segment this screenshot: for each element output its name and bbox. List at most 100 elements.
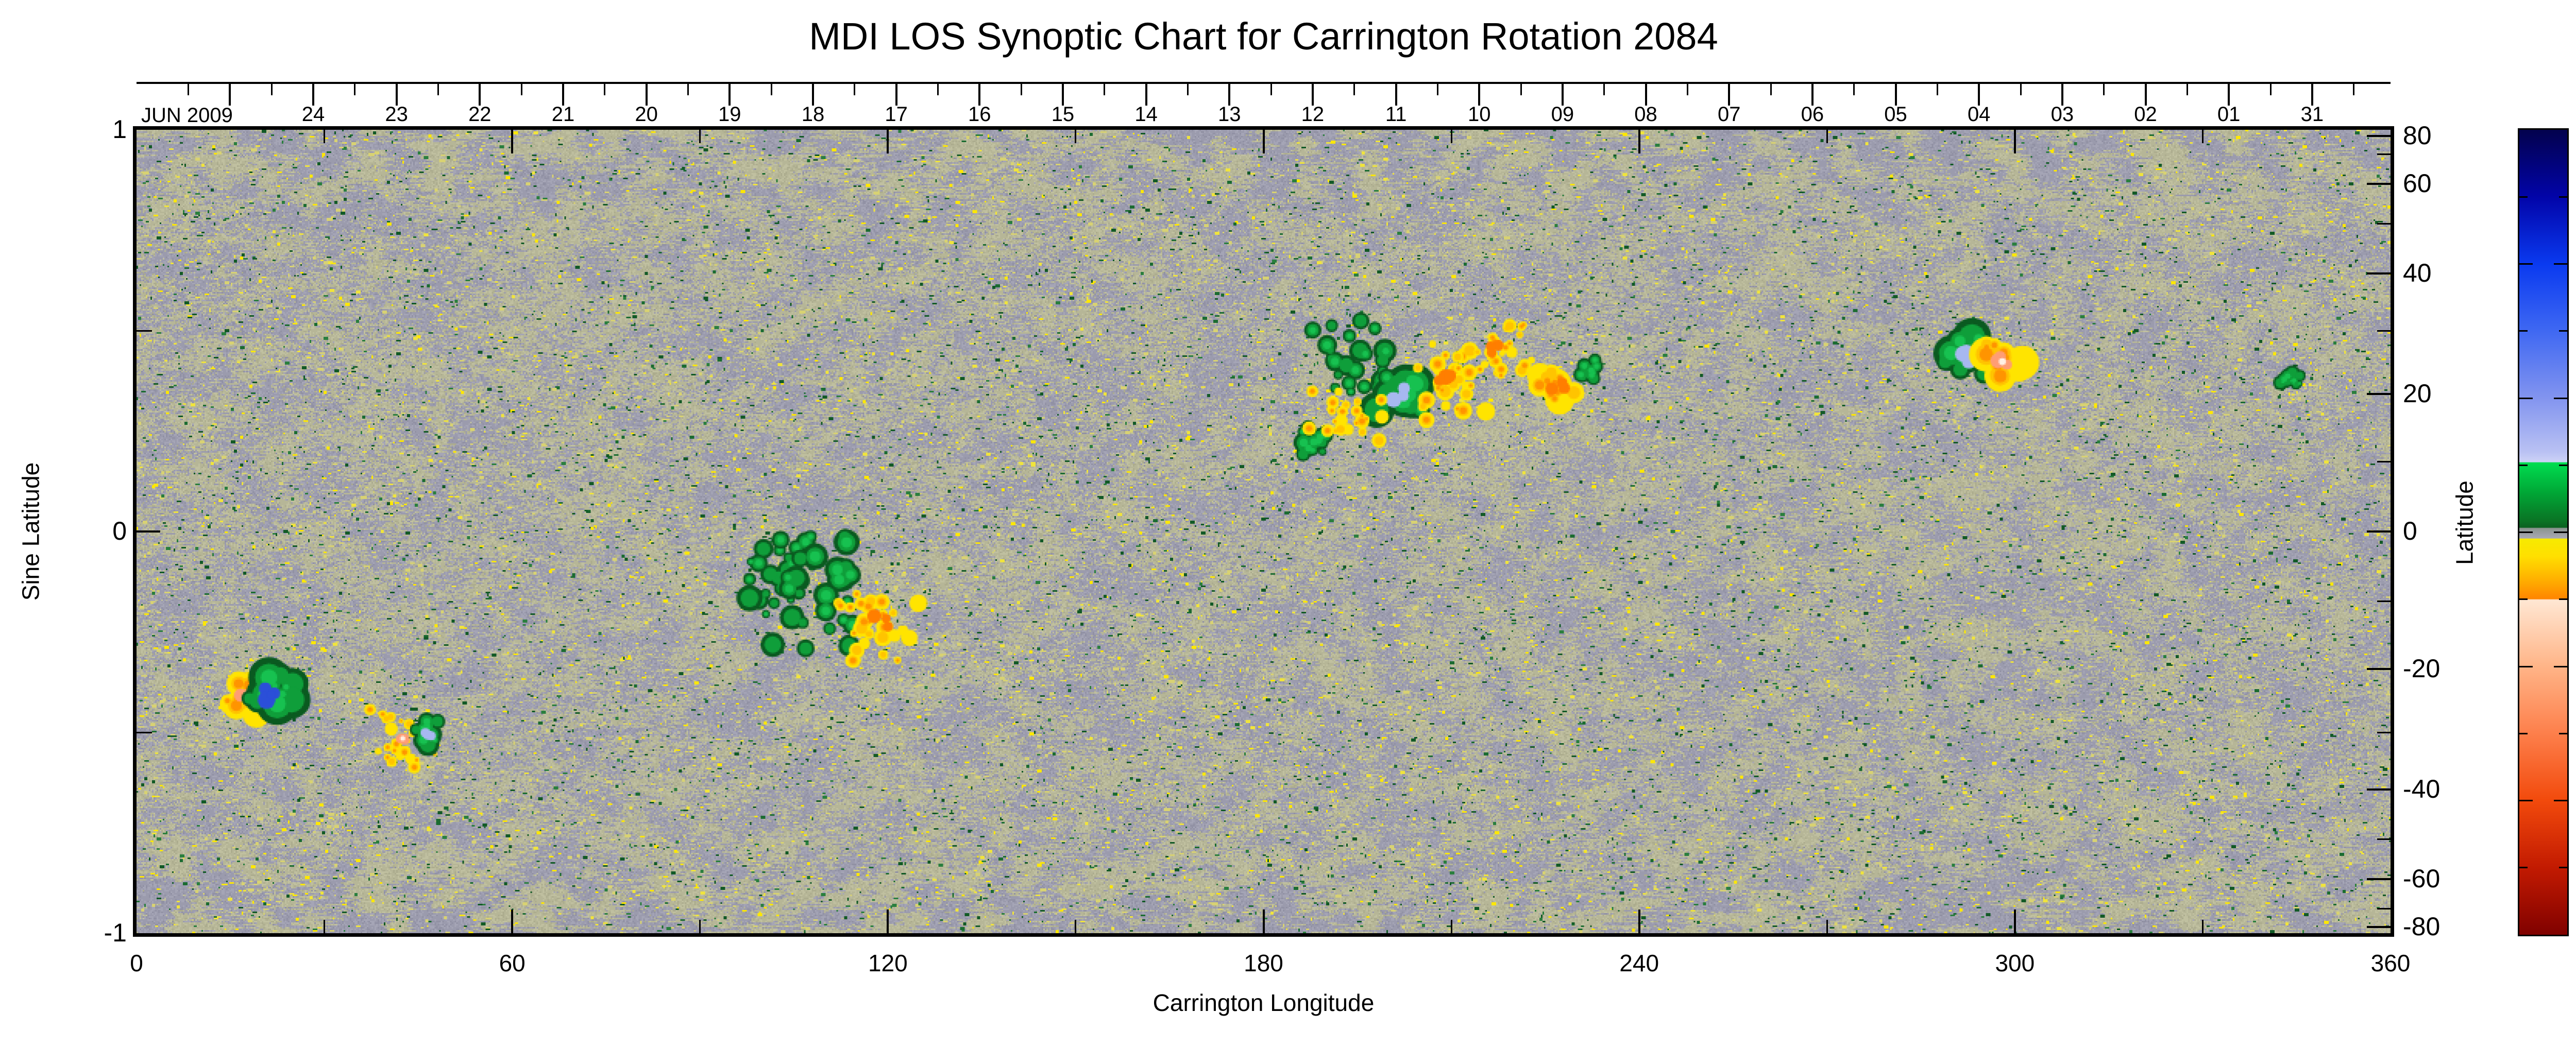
lon-tick-top — [2201, 130, 2204, 143]
lat-label: 60 — [2403, 168, 2432, 198]
colorbar-tick — [2519, 732, 2528, 734]
colorbar-tick — [2559, 330, 2567, 332]
lat-label: 40 — [2403, 258, 2432, 287]
date-tick-major — [1395, 84, 1397, 106]
colorbar-tick — [2519, 397, 2533, 399]
colorbar-tick — [2519, 196, 2528, 198]
lon-label: 180 — [1244, 950, 1283, 976]
date-tick-minor — [1436, 84, 1438, 95]
date-tick-major — [978, 84, 981, 106]
colorbar-tick — [2554, 665, 2567, 667]
colorbar-tick — [2554, 263, 2567, 265]
lon-tick-bottom — [1262, 909, 1265, 933]
date-tick-minor — [1520, 84, 1522, 95]
lat-tick — [2367, 788, 2391, 791]
lon-label: 120 — [868, 950, 908, 976]
date-label: 17 — [885, 103, 908, 126]
date-tick-minor — [1270, 84, 1272, 95]
date-label: 08 — [1634, 103, 1657, 126]
lon-tick-top — [511, 130, 514, 153]
lat-label: -80 — [2403, 912, 2441, 941]
colorbar-tick — [2519, 598, 2528, 600]
colorbar-tick — [2519, 867, 2528, 869]
colorbar-tick — [2559, 196, 2567, 198]
date-tick-minor — [437, 84, 439, 95]
date-tick-major — [2311, 84, 2313, 106]
date-tick-major — [645, 84, 648, 106]
date-axis-line — [137, 82, 2391, 84]
lon-label: 300 — [1995, 950, 2035, 976]
date-tick-major — [1728, 84, 1731, 106]
colorbar-tick — [2519, 800, 2533, 801]
date-tick-major — [1478, 84, 1481, 106]
colorbar-tick — [2519, 464, 2528, 466]
lon-tick-top — [887, 130, 889, 153]
date-tick-minor — [1770, 84, 1772, 95]
right-axis-title: Latitude — [2451, 480, 2478, 565]
date-label: 18 — [801, 103, 825, 126]
date-label: 21 — [551, 103, 575, 126]
lon-tick-bottom — [887, 909, 889, 933]
lon-tick-top — [1450, 130, 1452, 143]
lon-tick-bottom — [2201, 920, 2204, 933]
lat-label: 20 — [2403, 379, 2432, 408]
date-tick-major — [1311, 84, 1314, 106]
date-tick-minor — [2020, 84, 2022, 95]
date-tick-major — [1811, 84, 1814, 106]
date-tick-major — [2228, 84, 2230, 106]
date-tick-major — [1978, 84, 1980, 106]
lon-label: 60 — [499, 950, 526, 976]
colorbar-tick — [2559, 464, 2567, 466]
lat-tick — [2367, 393, 2391, 396]
date-tick-minor — [1936, 84, 1938, 95]
date-label: 03 — [2050, 103, 2074, 126]
left-axis-title: Sine Latitude — [17, 462, 44, 601]
lon-tick-top — [1075, 130, 1077, 143]
date-tick-major — [479, 84, 481, 106]
date-label: 10 — [1467, 103, 1491, 126]
lon-tick-bottom — [699, 920, 701, 933]
lon-tick-bottom — [2013, 909, 2016, 933]
date-label: 15 — [1051, 103, 1075, 126]
lat-tick — [2377, 222, 2391, 225]
sine-label: 0 — [112, 517, 127, 545]
lon-label: 0 — [130, 950, 143, 976]
date-tick-major — [728, 84, 731, 106]
date-tick-major — [2144, 84, 2147, 106]
date-tick-minor — [520, 84, 522, 95]
date-tick-major — [312, 84, 314, 106]
colorbar-tick — [2559, 732, 2567, 734]
sine-label: 1 — [112, 115, 127, 144]
date-label: 19 — [718, 103, 741, 126]
lat-tick — [2377, 731, 2391, 733]
date-label: 22 — [468, 103, 492, 126]
lat-tick — [2377, 838, 2391, 840]
date-tick-major — [1145, 84, 1147, 106]
lon-tick-bottom — [324, 920, 326, 933]
lat-tick — [2367, 272, 2391, 274]
lat-tick — [2377, 153, 2391, 155]
date-tick-minor — [854, 84, 856, 95]
colorbar-tick — [2519, 531, 2533, 533]
date-tick-major — [1645, 84, 1647, 106]
date-tick-major — [229, 84, 231, 106]
date-tick-minor — [2186, 84, 2188, 95]
date-tick-major — [2061, 84, 2063, 106]
date-tick-minor — [2103, 84, 2105, 95]
colorbar-tick — [2554, 397, 2567, 399]
lon-tick-bottom — [1450, 920, 1452, 933]
lon-tick-top — [1638, 130, 1640, 153]
date-tick-minor — [687, 84, 689, 95]
sine-label: -1 — [104, 918, 127, 947]
date-tick-minor — [2353, 84, 2355, 95]
date-tick-minor — [1603, 84, 1605, 95]
lat-tick — [2367, 134, 2391, 137]
date-label: 11 — [1385, 103, 1407, 126]
date-tick-minor — [770, 84, 772, 95]
date-label: 05 — [1884, 103, 1907, 126]
lat-label: 0 — [2403, 517, 2417, 545]
date-label: 23 — [385, 103, 408, 126]
date-tick-minor — [604, 84, 606, 95]
sine-tick — [137, 330, 152, 332]
